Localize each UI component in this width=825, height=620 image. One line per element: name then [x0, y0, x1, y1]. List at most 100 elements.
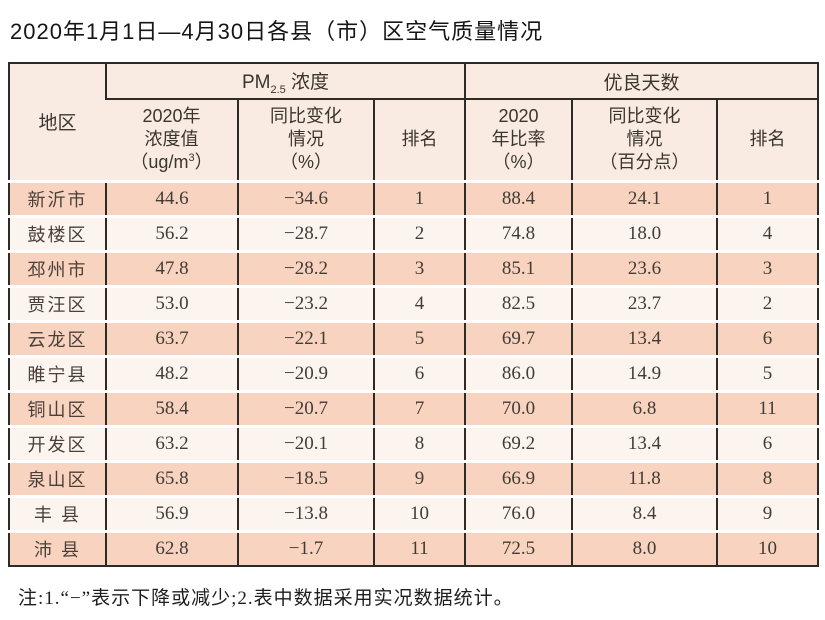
- pm-unit-suffix: ）: [194, 152, 213, 173]
- pm25-group-header: PM2.5 浓度: [104, 63, 466, 100]
- pm-change-cell: −13.8: [237, 494, 374, 531]
- good-ratio-cell: 69.7: [464, 319, 573, 356]
- pm25-label-suffix: 浓度: [285, 71, 330, 93]
- pm-change-cell: −34.6: [237, 179, 374, 216]
- good-rank-cell: 11: [716, 389, 819, 426]
- pm-rank-header: 排名: [372, 99, 466, 181]
- good-change-cell: 13.4: [571, 319, 718, 356]
- good-ratio-cell: 86.0: [464, 354, 573, 391]
- pm-change-cell: −28.2: [237, 249, 374, 286]
- pm-value-cell: 58.4: [105, 389, 238, 426]
- table-row: 丰 县 56.9 −13.8 10 76.0 8.4 9: [9, 494, 819, 531]
- pm-rank-cell: 11: [372, 529, 466, 566]
- good-ratio-cell: 72.5: [464, 529, 573, 566]
- good-change-cell: 14.9: [571, 354, 718, 391]
- good-change-cell: 23.6: [571, 249, 718, 286]
- good-rank-cell: 1: [716, 179, 819, 216]
- pm-change-header: 同比变化 情况 （%）: [237, 99, 374, 181]
- pm-value-header-unit: （ug/m3）: [106, 151, 237, 174]
- pm-rank-cell: 7: [372, 389, 466, 426]
- footnote: 注:1.“−”表示下降或减少;2.表中数据采用实况数据统计。: [18, 588, 514, 609]
- good-ratio-header-line3: （%）: [492, 152, 545, 173]
- region-cell: 丰 县: [9, 494, 106, 531]
- pm-change-cell: −1.7: [237, 529, 374, 566]
- table-row: 新沂市 44.6 −34.6 1 88.4 24.1 1: [9, 179, 819, 216]
- good-ratio-cell: 82.5: [464, 284, 573, 321]
- good-rank-cell: 3: [716, 249, 819, 286]
- region-cell: 贾汪区: [9, 284, 106, 321]
- region-cell: 云龙区: [9, 319, 106, 356]
- good-change-cell: 6.8: [571, 389, 718, 426]
- good-change-cell: 8.0: [571, 529, 718, 566]
- good-ratio-header-line1: 2020: [498, 105, 539, 126]
- pm-rank-cell: 3: [372, 249, 466, 286]
- pm-value-cell: 53.0: [105, 284, 238, 321]
- pm-change-header-line2: 情况: [288, 129, 324, 150]
- pm-change-cell: −22.1: [237, 319, 374, 356]
- pm-value-cell: 63.2: [105, 424, 238, 461]
- page-title: 2020年1月1日—4月30日各县（市）区空气质量情况: [10, 19, 544, 44]
- good-days-group-header: 优良天数: [464, 63, 819, 100]
- pm25-label-prefix: PM: [241, 71, 271, 93]
- table-row: 开发区 63.2 −20.1 8 69.2 13.4 6: [9, 424, 819, 461]
- good-change-cell: 23.7: [571, 284, 718, 321]
- region-cell: 铜山区: [9, 389, 106, 426]
- pm-value-header: 2020年 浓度值 （ug/m3）: [106, 99, 238, 181]
- table-row: 邳州市 47.8 −28.2 3 85.1 23.6 3: [9, 249, 819, 286]
- good-ratio-header-line2: 年比率: [491, 129, 546, 150]
- pm-change-cell: −20.9: [237, 354, 374, 391]
- good-change-cell: 11.8: [571, 459, 718, 496]
- region-cell: 新沂市: [9, 179, 106, 216]
- table-row: 泉山区 65.8 −18.5 9 66.9 11.8 8: [9, 459, 819, 496]
- sub-header-row: 2020年 浓度值 （ug/m3） 同比变化 情况 （%） 排名 2020 年比…: [9, 99, 819, 181]
- pm-value-cell: 48.2: [105, 354, 238, 391]
- pm-rank-cell: 2: [372, 214, 466, 251]
- good-ratio-cell: 69.2: [464, 424, 573, 461]
- table-row: 沛 县 62.8 −1.7 11 72.5 8.0 10: [9, 529, 819, 566]
- pm-rank-cell: 5: [372, 319, 466, 356]
- good-rank-cell: 4: [716, 214, 819, 251]
- pm-rank-cell: 6: [372, 354, 466, 391]
- pm-change-header-line3: （%）: [279, 152, 332, 173]
- good-change-header: 同比变化 情况 （百分点）: [571, 99, 718, 181]
- good-rank-cell: 10: [716, 529, 819, 566]
- good-change-header-line1: 同比变化: [608, 105, 681, 126]
- pm-change-cell: −20.1: [237, 424, 374, 461]
- good-change-cell: 13.4: [571, 424, 718, 461]
- good-rank-cell: 8: [716, 459, 819, 496]
- group-header-row: 地区 PM2.5 浓度 优良天数: [9, 63, 819, 181]
- pm-change-cell: −20.7: [237, 389, 374, 426]
- pm-value-cell: 56.2: [105, 214, 238, 251]
- pm-value-header-line2: 浓度值: [144, 129, 199, 150]
- table-row: 贾汪区 53.0 −23.2 4 82.5 23.7 2: [9, 284, 819, 321]
- region-cell: 开发区: [9, 424, 106, 461]
- pm-rank-cell: 8: [372, 424, 466, 461]
- air-quality-table: 地区 PM2.5 浓度 优良天数 2020年 浓度值 （ug/m3） 同比变化 …: [8, 62, 820, 567]
- good-change-header-line3: （百分点）: [599, 152, 690, 173]
- good-rank-cell: 6: [716, 319, 819, 356]
- good-change-cell: 8.4: [571, 494, 718, 531]
- region-cell: 沛 县: [9, 529, 106, 566]
- pm-change-cell: −28.7: [237, 214, 374, 251]
- good-rank-cell: 6: [716, 424, 819, 461]
- table-row: 云龙区 63.7 −22.1 5 69.7 13.4 6: [9, 319, 819, 356]
- table-row: 鼓楼区 56.2 −28.7 2 74.8 18.0 4: [9, 214, 819, 251]
- good-ratio-cell: 74.8: [464, 214, 573, 251]
- table-row: 铜山区 58.4 −20.7 7 70.0 6.8 11: [9, 389, 819, 426]
- good-ratio-cell: 88.4: [464, 179, 573, 216]
- good-change-cell: 24.1: [571, 179, 718, 216]
- pm-value-cell: 62.8: [105, 529, 238, 566]
- table-row: 睢宁县 48.2 −20.9 6 86.0 14.9 5: [9, 354, 819, 391]
- pm25-subscript: 2.5: [270, 83, 286, 96]
- pm-value-header-line1: 2020年: [142, 105, 201, 126]
- region-column-header: 地区: [9, 63, 106, 181]
- good-ratio-cell: 85.1: [464, 249, 573, 286]
- pm-value-cell: 47.8: [105, 249, 238, 286]
- pm-change-cell: −23.2: [237, 284, 374, 321]
- good-rank-cell: 9: [716, 494, 819, 531]
- pm-value-cell: 44.6: [105, 179, 238, 216]
- good-rank-cell: 2: [716, 284, 819, 321]
- good-ratio-header: 2020 年比率 （%）: [464, 99, 573, 181]
- region-cell: 睢宁县: [9, 354, 106, 391]
